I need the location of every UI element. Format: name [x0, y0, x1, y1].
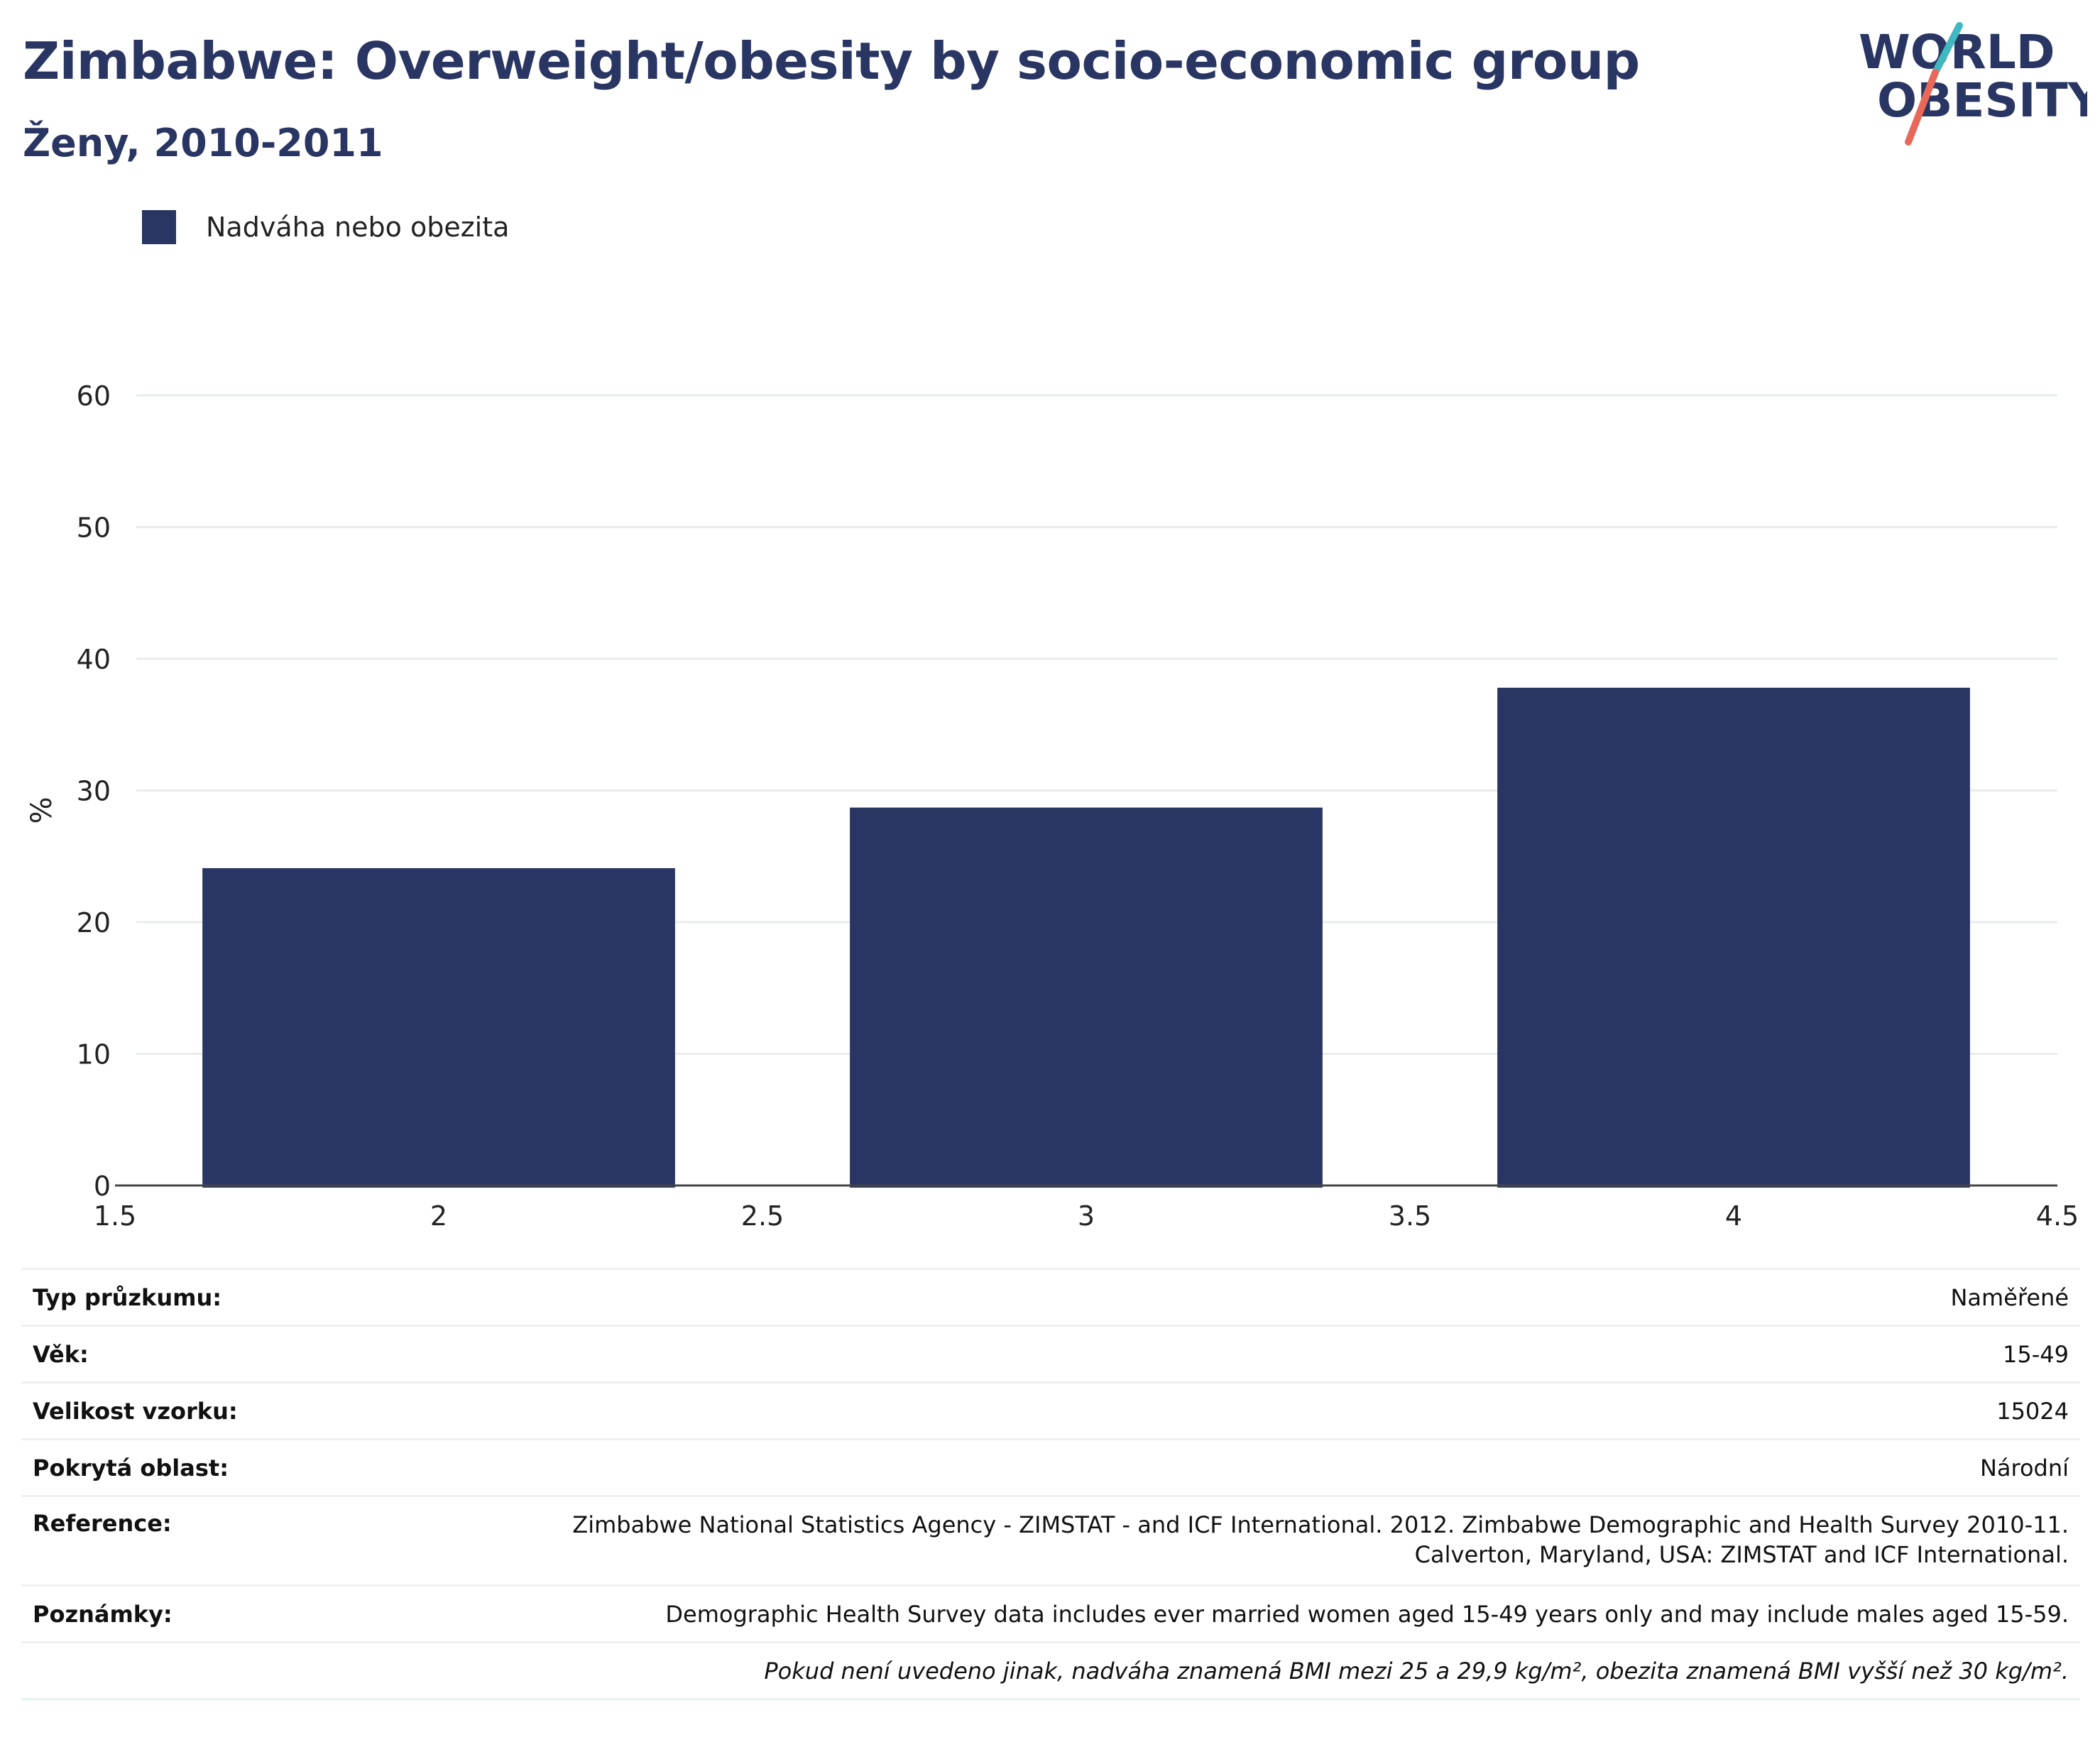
info-label: Věk: — [21, 1325, 541, 1383]
legend-label: Nadváha nebo obezita — [206, 212, 510, 243]
info-value: Demographic Health Survey data includes … — [541, 1584, 2080, 1643]
bar — [1497, 687, 1970, 1188]
info-row-notes: Poznámky: Demographic Health Survey data… — [21, 1584, 2080, 1643]
info-row-age: Věk: 15-49 — [21, 1325, 2080, 1383]
x-tick-label: 3.5 — [1389, 1200, 1431, 1232]
world-obesity-logo: WORLD OBESITY — [1859, 22, 2087, 146]
bar — [850, 807, 1323, 1188]
x-tick-label: 2 — [430, 1200, 447, 1232]
info-label: Reference: — [21, 1495, 541, 1586]
info-row-coverage: Pokrytá oblast: Národní — [21, 1438, 2080, 1496]
y-tick-label: 10 — [77, 1039, 111, 1070]
y-tick-label: 50 — [77, 513, 111, 544]
bar-chart: 0 10 20 30 40 50 60% 1.5 2 2.5 3 3.5 4 4.5 — [26, 380, 2079, 1232]
info-row-survey-type: Typ průzkumu: Naměřené — [21, 1268, 2080, 1326]
info-value: 15-49 — [541, 1325, 2080, 1383]
logo-slash-bottom — [1905, 69, 1939, 146]
x-tick-label: 1.5 — [94, 1200, 136, 1232]
chart-legend[interactable]: Nadváha nebo obezita — [142, 210, 509, 244]
reference-line-2: Calverton, Maryland, USA: ZIMSTAT and IC… — [1414, 1541, 2069, 1568]
info-label: Velikost vzorku: — [21, 1381, 541, 1440]
y-tick-label: 60 — [77, 380, 111, 412]
info-label: Pokrytá oblast: — [21, 1438, 541, 1496]
y-axis-label: % — [26, 796, 58, 823]
x-tick-label: 2.5 — [741, 1200, 784, 1232]
info-label: Poznámky: — [21, 1584, 541, 1643]
page-subtitle: Ženy, 2010-2011 — [23, 121, 383, 165]
info-value: 15024 — [541, 1381, 2080, 1440]
info-value: Naměřené — [541, 1268, 2080, 1326]
survey-info-table: Typ průzkumu: Naměřené Věk: 15-49 Veliko… — [21, 1268, 2080, 1700]
x-tick-label: 3 — [1078, 1200, 1095, 1232]
x-tick-label: 4.5 — [2036, 1200, 2079, 1232]
y-tick-label: 30 — [77, 776, 111, 807]
info-label: Typ průzkumu: — [21, 1268, 541, 1326]
bmi-footnote: Pokud není uvedeno jinak, nadváha znamen… — [541, 1641, 2080, 1700]
info-value: Národní — [541, 1438, 2080, 1496]
info-row-reference: Reference: Zimbabwe National Statistics … — [21, 1495, 2080, 1586]
logo-slash-top — [1932, 22, 1963, 76]
y-tick-label: 20 — [77, 907, 111, 938]
reference-line-1: Zimbabwe National Statistics Agency - ZI… — [572, 1511, 2069, 1538]
y-tick-label: 0 — [94, 1171, 111, 1202]
page-title: Zimbabwe: Overweight/obesity by socio-ec… — [23, 31, 1640, 91]
info-row-footnote: Pokud není uvedeno jinak, nadváha znamen… — [21, 1641, 2080, 1700]
legend-swatch — [142, 210, 176, 244]
info-row-sample-size: Velikost vzorku: 15024 — [21, 1381, 2080, 1440]
x-tick-label: 4 — [1725, 1200, 1742, 1232]
info-value: Zimbabwe National Statistics Agency - ZI… — [541, 1495, 2080, 1586]
bar — [202, 867, 675, 1188]
y-tick-label: 40 — [77, 644, 111, 675]
info-label-empty — [21, 1641, 541, 1700]
logo-line-2: OBESITY — [1877, 73, 2087, 128]
